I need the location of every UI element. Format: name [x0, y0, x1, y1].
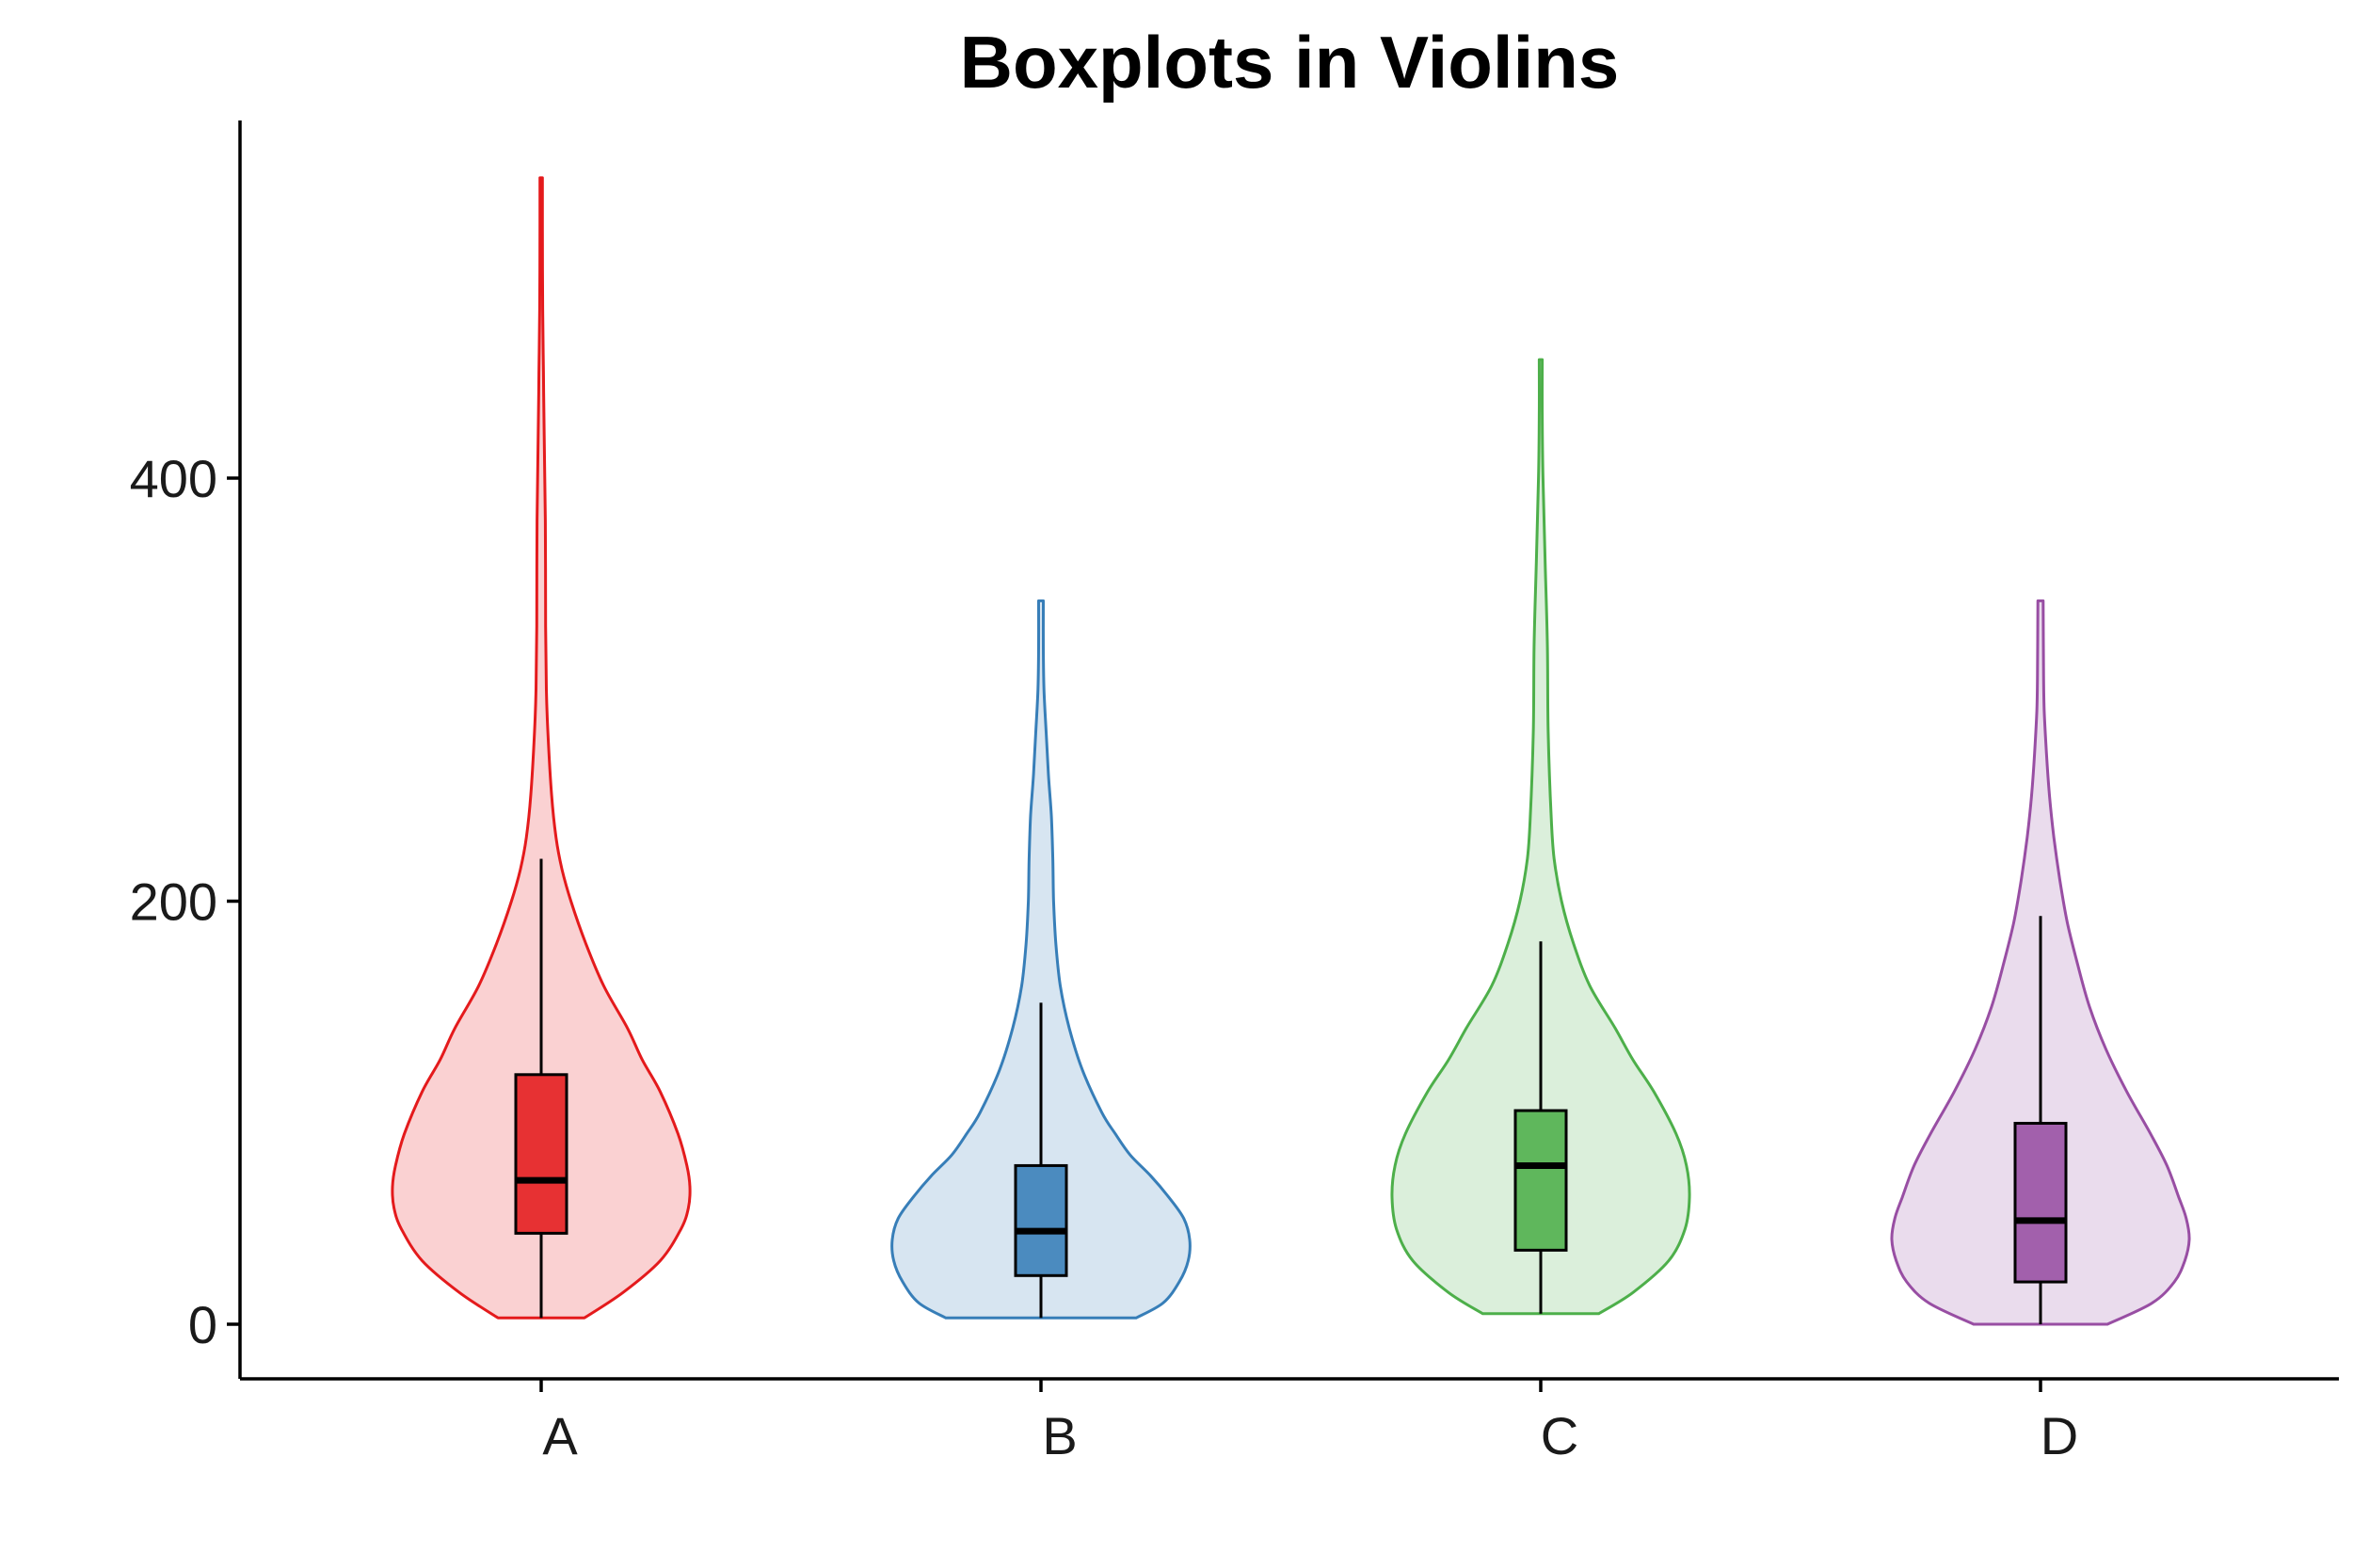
chart-title: Boxplots in Violins	[960, 21, 1620, 104]
violin-group-b	[890, 599, 1192, 1320]
y-tick-label-200: 200	[130, 872, 217, 932]
violin-group-a	[391, 176, 692, 1320]
box-a	[514, 1073, 568, 1235]
box-c	[1513, 1109, 1568, 1252]
axes: 0 200 400 A B C D	[130, 120, 2339, 1465]
x-tick-label-d: D	[2041, 1406, 2078, 1465]
y-tick-label-0: 0	[188, 1295, 217, 1354]
x-tick-label-b: B	[1042, 1406, 1077, 1465]
violin-group-c	[1390, 358, 1691, 1316]
x-tick-label-c: C	[1541, 1406, 1578, 1465]
plot-area	[391, 176, 2191, 1326]
y-tick-label-400: 400	[130, 449, 217, 508]
violin-b	[890, 599, 1192, 1320]
violin-c	[1390, 358, 1691, 1316]
box-d	[2013, 1121, 2068, 1284]
violin-a	[391, 176, 692, 1320]
violin-group-d	[1890, 599, 2191, 1326]
box-b	[1014, 1163, 1068, 1277]
x-tick-label-a: A	[542, 1406, 578, 1465]
